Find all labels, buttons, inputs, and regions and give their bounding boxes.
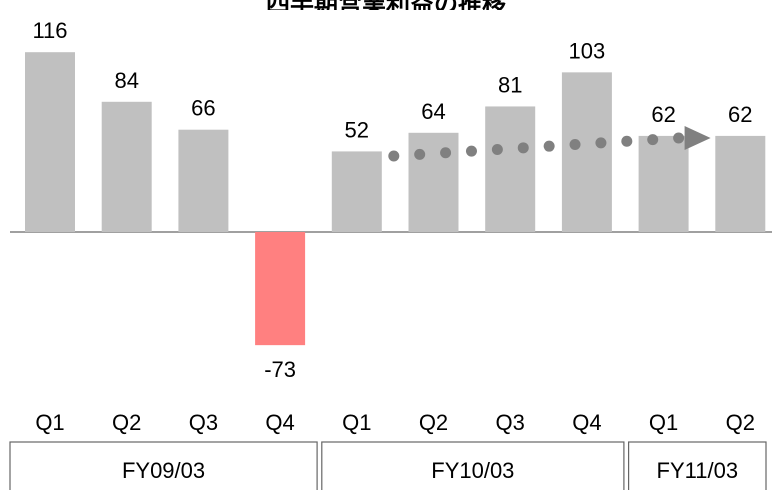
bar-7	[561, 72, 612, 232]
bar-3	[255, 232, 306, 346]
bar-9	[715, 135, 766, 232]
trend-dot-10	[647, 134, 659, 146]
group-box-2	[627, 441, 767, 490]
bar-2	[178, 129, 229, 232]
data-label-9: 62	[728, 102, 752, 127]
data-label-2: 66	[191, 96, 215, 121]
data-label-8: 62	[651, 102, 675, 127]
trend-dot-7	[569, 139, 581, 151]
category-label-5: Q2	[419, 410, 448, 435]
bar-5	[408, 132, 459, 232]
trend-arrowhead	[684, 126, 711, 150]
chart-title-clip: 四半期営業利益の推移	[0, 0, 772, 10]
category-label-1: Q2	[112, 410, 141, 435]
category-label-7: Q4	[572, 410, 601, 435]
group-box-1	[321, 441, 625, 490]
category-label-4: Q1	[342, 410, 371, 435]
data-label-1: 84	[114, 68, 138, 93]
data-label-4: 52	[345, 117, 369, 142]
bar-8	[638, 135, 689, 232]
category-label-8: Q1	[649, 410, 678, 435]
bar-1	[101, 101, 152, 232]
category-label-0: Q1	[35, 410, 64, 435]
bar-0	[25, 52, 75, 233]
chart-title: 四半期営業利益の推移	[0, 0, 772, 10]
group-box-0	[9, 441, 318, 490]
data-label-0: 116	[32, 18, 67, 43]
data-label-5: 64	[421, 99, 445, 124]
trend-dot-6	[543, 140, 555, 152]
category-label-6: Q3	[496, 410, 525, 435]
trend-dot-2	[440, 147, 452, 159]
trend-dot-9	[621, 135, 633, 147]
bar-6	[485, 106, 536, 232]
data-label-6: 81	[498, 72, 522, 97]
trend-dot-11	[673, 132, 685, 144]
group-label-0: FY09/03	[122, 458, 205, 483]
data-label-3: -73	[264, 357, 296, 382]
category-label-2: Q3	[189, 410, 218, 435]
trend-dot-5	[517, 142, 529, 154]
bar-4	[331, 151, 382, 232]
trend-dot-8	[595, 137, 607, 149]
category-label-9: Q2	[726, 410, 755, 435]
trend-dot-4	[491, 143, 503, 155]
trend-dot-1	[414, 148, 426, 160]
group-label-2: FY11/03	[657, 458, 739, 483]
trend-dot-3	[465, 145, 477, 157]
group-label-1: FY10/03	[431, 458, 514, 483]
category-label-3: Q4	[265, 410, 294, 435]
trend-dot-0	[388, 150, 400, 162]
data-label-7: 103	[569, 38, 606, 63]
